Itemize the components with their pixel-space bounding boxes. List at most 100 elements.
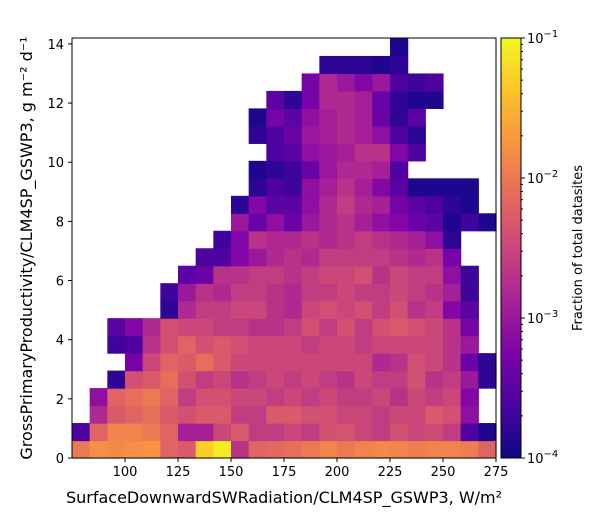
heatmap-cell [142, 353, 161, 372]
heatmap-cell [213, 388, 232, 407]
heatmap-cell [389, 108, 409, 127]
heatmap-cell [389, 335, 409, 354]
heatmap-cell [372, 160, 391, 179]
heatmap-cell [124, 353, 144, 372]
heatmap-cell [478, 370, 497, 389]
heatmap-cell [177, 353, 197, 372]
heatmap-cell [372, 265, 391, 284]
heatmap-cell [372, 230, 391, 249]
heatmap-cell [389, 265, 409, 284]
heatmap-cell [460, 405, 479, 424]
heatmap-cell [460, 318, 479, 337]
heatmap-cell [266, 353, 285, 372]
heatmap-cell [160, 423, 179, 442]
heatmap-cell [460, 300, 479, 319]
y-tick-label: 6 [56, 275, 64, 290]
heatmap-cell [389, 213, 409, 232]
heatmap-cell [460, 335, 479, 354]
heatmap-cell [319, 143, 338, 162]
heatmap-cell [372, 248, 391, 267]
heatmap-cell [160, 335, 179, 354]
heatmap-cell [354, 353, 373, 372]
heatmap-cell [442, 213, 462, 232]
heatmap-cell [177, 300, 197, 319]
heatmap-cell [407, 178, 426, 197]
heatmap-cell [425, 300, 444, 319]
heatmap-cell [389, 388, 409, 407]
heatmap-cell [195, 440, 214, 459]
heatmap-cell [124, 370, 144, 389]
heatmap-cell [301, 195, 320, 214]
heatmap-cell [354, 55, 373, 75]
heatmap-cell [442, 178, 462, 197]
heatmap-cell [389, 300, 409, 319]
colorbar-tick-label: 10−2 [527, 169, 558, 187]
heatmap-cell [319, 108, 338, 127]
heatmap-cell [460, 423, 479, 442]
heatmap-cell [266, 195, 285, 214]
heatmap-cell [407, 335, 426, 354]
heatmap-cell [160, 405, 179, 424]
heatmap-cell [372, 195, 391, 214]
heatmap-cell [372, 300, 391, 319]
heatmap-cell [266, 370, 285, 389]
heatmap-cell [301, 335, 320, 354]
heatmap-cell [301, 318, 320, 337]
heatmap-cell [301, 353, 320, 372]
heatmap-cell [425, 335, 444, 354]
heatmap-cell [372, 143, 391, 162]
heatmap-cell [354, 318, 373, 337]
heatmap-cell [107, 423, 126, 442]
heatmap-cell [460, 370, 479, 389]
heatmap-cell [407, 370, 426, 389]
heatmap-cell [319, 440, 338, 459]
heatmap-cell [336, 440, 356, 459]
heatmap-cell [460, 178, 479, 197]
heatmap-cell [283, 230, 303, 249]
heatmap-cell [89, 405, 108, 424]
heatmap-cell [213, 318, 232, 337]
heatmap-cell [160, 440, 179, 459]
heatmap-cell [389, 55, 409, 75]
heatmap-cell [389, 283, 409, 302]
heatmap-cell [478, 440, 497, 459]
heatmap-cell [195, 335, 214, 354]
heatmap-cell [354, 265, 373, 284]
heatmap-cell [336, 125, 356, 144]
heatmap-cell [407, 213, 426, 232]
heatmap-cell [336, 300, 356, 319]
heatmap-cell [425, 178, 444, 197]
heatmap-cell [354, 370, 373, 389]
heatmap-cell [336, 388, 356, 407]
heatmap-cell [248, 405, 267, 424]
heatmap-cell [248, 423, 267, 442]
heatmap-cell [389, 230, 409, 249]
heatmap-cell [283, 318, 303, 337]
heatmap-cell [301, 370, 320, 389]
heatmap-cell [107, 370, 126, 389]
heatmap-cell [230, 230, 250, 249]
heatmap-cell [301, 300, 320, 319]
heatmap-cell [372, 108, 391, 127]
heatmap-cell [407, 423, 426, 442]
heatmap-cell [248, 440, 267, 459]
heatmap-cell [160, 283, 179, 302]
heatmap-cell [283, 108, 303, 127]
heatmap-cell [425, 405, 444, 424]
heatmap-cell [319, 178, 338, 197]
heatmap-cell [319, 265, 338, 284]
heatmap-cell [336, 178, 356, 197]
heatmap-cell [442, 440, 462, 459]
colorbar-label: Fraction of total datasites [571, 165, 586, 331]
heatmap-cell [72, 440, 91, 459]
heatmap-cell [248, 353, 267, 372]
heatmap-cell [248, 160, 267, 179]
heatmap-cell [107, 440, 126, 459]
heatmap-cell [213, 300, 232, 319]
heatmap-cell [336, 90, 356, 109]
y-tick-label: 0 [56, 452, 64, 467]
heatmap-cell [407, 405, 426, 424]
heatmap-cell [89, 388, 108, 407]
heatmap-cell [389, 370, 409, 389]
heatmap-cell [195, 353, 214, 372]
